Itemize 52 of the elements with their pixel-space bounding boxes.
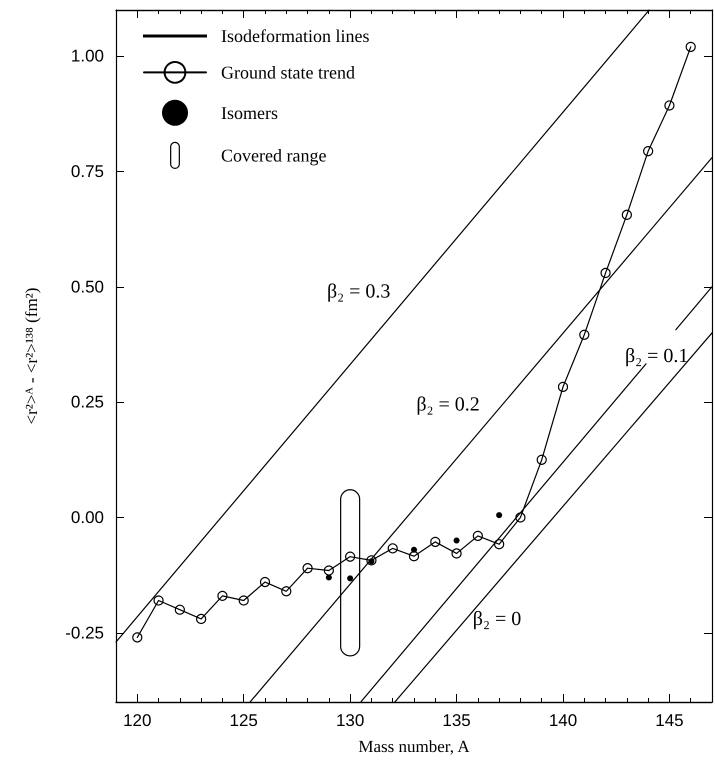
point <box>366 555 377 566</box>
point <box>430 536 440 548</box>
point <box>643 146 654 156</box>
annotation: β₂ = 0.3 <box>326 280 390 302</box>
x-tick-label: 130 <box>336 711 364 730</box>
x-tick-label: 145 <box>655 711 684 730</box>
y-tick-label: 0.50 <box>70 277 104 296</box>
y-tick-label: 0.00 <box>70 508 104 527</box>
annotation: β₂ = 0.2 <box>416 393 480 416</box>
x-tick-label: 125 <box>230 711 258 730</box>
point <box>664 100 675 111</box>
point <box>454 538 460 544</box>
point <box>686 42 696 52</box>
point <box>515 512 526 523</box>
point <box>217 590 228 601</box>
y-tick-label: 1.00 <box>70 46 104 66</box>
point <box>238 595 249 606</box>
point <box>153 595 164 606</box>
point <box>451 548 462 559</box>
point <box>600 268 611 278</box>
point <box>196 614 206 624</box>
point <box>579 330 590 340</box>
y-axis-title: <r²>ᴬ - <r²>¹³⁸ (fm²) <box>22 288 41 424</box>
point <box>494 539 504 550</box>
point <box>345 552 356 562</box>
point <box>496 512 502 518</box>
point <box>472 530 483 542</box>
point <box>408 551 420 562</box>
point <box>260 576 270 588</box>
point <box>536 454 547 465</box>
point <box>388 543 398 554</box>
legend-label: Isodeformation lines <box>221 26 370 46</box>
x-tick-label: 140 <box>548 711 578 730</box>
point <box>174 604 185 615</box>
point <box>324 565 334 576</box>
point <box>347 575 354 582</box>
x-axis-title: Mass number, A <box>358 737 470 756</box>
x-tick-label: 120 <box>123 711 152 730</box>
point <box>558 382 568 392</box>
point <box>132 632 142 643</box>
y-tick-label: 0.25 <box>70 392 104 412</box>
x-tick-label: 135 <box>442 711 471 730</box>
legend-label: Ground state trend <box>221 62 355 82</box>
annotation: β₂ = 0.1 <box>624 345 688 367</box>
legend-label: Isomers <box>221 102 278 123</box>
annotation: β₂ = 0 <box>472 608 522 630</box>
y-tick-label: -0.25 <box>65 623 104 642</box>
point <box>302 563 313 574</box>
point <box>622 210 632 220</box>
legend-label: Covered range <box>221 145 326 166</box>
point <box>281 586 292 596</box>
y-tick-label: 0.75 <box>70 162 104 181</box>
